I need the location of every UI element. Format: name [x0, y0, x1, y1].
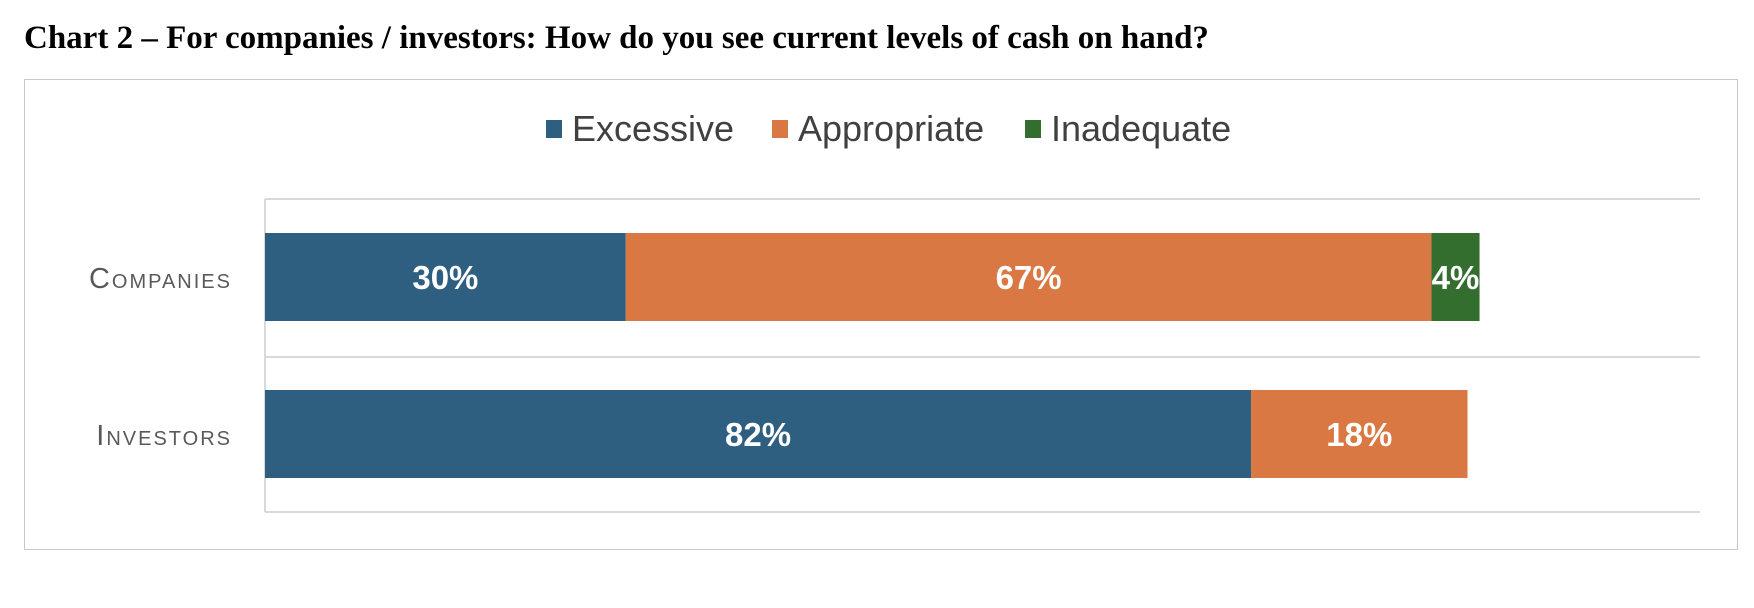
legend: Excessive Appropriate Inadequate: [546, 108, 1231, 149]
legend-swatch-inadequate: [1025, 120, 1041, 138]
bar-companies-inadequate: [1431, 233, 1480, 321]
bar-investors-excessive: [265, 390, 1252, 478]
data-labels: 30% 67% 4% 82% 18%: [412, 259, 1479, 453]
legend-item-appropriate: Appropriate: [772, 108, 984, 149]
legend-label-inadequate: Inadequate: [1051, 108, 1231, 149]
legend-item-excessive: Excessive: [546, 108, 734, 149]
legend-label-excessive: Excessive: [572, 108, 734, 149]
category-label-companies: Companies: [89, 263, 232, 295]
bar-companies-appropriate: [625, 233, 1432, 321]
category-labels: Companies Investors: [89, 263, 232, 452]
data-label-companies-excessive: 30%: [412, 259, 478, 296]
bar-companies-excessive: [265, 233, 626, 321]
category-label-investors: Investors: [96, 420, 232, 452]
legend-swatch-excessive: [546, 120, 562, 138]
legend-item-inadequate: Inadequate: [1025, 108, 1231, 149]
legend-label-appropriate: Appropriate: [798, 108, 984, 149]
bars: [265, 233, 1480, 478]
data-label-companies-inadequate: 4%: [1432, 259, 1480, 296]
page-title: Chart 2 – For companies / investors: How…: [24, 20, 1209, 56]
data-label-investors-excessive: 82%: [725, 416, 791, 453]
legend-swatch-appropriate: [772, 120, 788, 138]
data-label-investors-appropriate: 18%: [1326, 416, 1392, 453]
data-label-companies-appropriate: 67%: [996, 259, 1062, 296]
bar-investors-appropriate: [1251, 390, 1468, 478]
